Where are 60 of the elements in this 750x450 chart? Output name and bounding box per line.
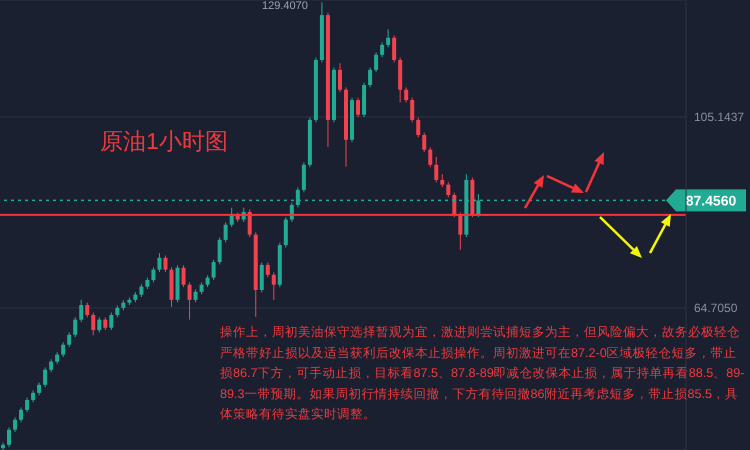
candlestick <box>85 302 90 318</box>
y-tick-label: 105.1437 <box>694 110 744 124</box>
candlestick <box>55 352 60 365</box>
candlestick <box>49 358 54 373</box>
candlestick <box>43 366 48 388</box>
candlestick <box>67 332 72 348</box>
candlestick <box>422 132 426 153</box>
candlestick <box>79 299 84 323</box>
candlestick <box>73 316 78 338</box>
candlestick <box>458 212 462 250</box>
candlestick <box>386 28 390 48</box>
annotation: 操作上，周初美油保守选择暂观为宜，激进则尝试捕短多为主，但风险偏大，故务必极轻仓严格带好止损以及适当获利后改保本止损操作。周初激进可在87.2-0区域极轻仓短多，带止损86.7下方，可手动止损，目标看87.5、87.8-89即减仓改保本止损，属于持单再看88.5、89-89.3一带预期。如果周初行情持续回撤，下方有待回撤86附近再考虑短多，带止损85.5，具体策略有待实盘实时调整。 <box>220 324 746 423</box>
candlestick <box>7 426 12 448</box>
candlestick <box>25 397 30 413</box>
candlestick <box>200 282 204 295</box>
candlestick <box>440 174 444 188</box>
candlestick <box>338 62 342 93</box>
candlestick <box>103 316 108 331</box>
candlestick <box>434 156 438 183</box>
candlestick <box>206 274 210 288</box>
candlestick <box>145 277 150 290</box>
annotation: 129.4070 <box>262 0 308 12</box>
candlestick <box>374 52 378 73</box>
candlestick <box>115 305 120 318</box>
candlestick <box>272 272 276 300</box>
candlestick <box>410 97 414 123</box>
candlestick <box>188 282 192 320</box>
candlestick <box>356 97 360 118</box>
candlestick <box>380 42 384 58</box>
candlestick <box>404 86 408 103</box>
candlestick <box>428 146 432 168</box>
candlestick <box>248 209 252 238</box>
candlestick <box>139 284 144 298</box>
candlestick <box>392 34 396 63</box>
candlestick <box>230 207 234 228</box>
candlestick <box>416 117 420 138</box>
ref-line-label: 87.4560 <box>686 192 737 208</box>
candlestick <box>133 292 138 303</box>
candlestick <box>13 416 18 433</box>
candlestick <box>61 342 66 358</box>
candlestick <box>91 312 96 336</box>
candlestick <box>368 67 372 88</box>
candlestick <box>31 390 36 403</box>
candlestick <box>163 254 168 272</box>
text: 原油1小时图 <box>100 127 228 156</box>
candlestick <box>97 316 102 333</box>
candlestick <box>224 222 228 243</box>
candlestick <box>266 262 270 278</box>
candlestick <box>37 382 42 396</box>
candlestick <box>182 264 186 288</box>
candlestick <box>121 300 126 311</box>
candlestick <box>109 312 114 331</box>
candlestick <box>446 182 450 198</box>
candlestick <box>19 407 24 423</box>
candlestick <box>194 288 198 303</box>
candlestick <box>212 259 216 281</box>
y-tick-label: 64.7050 <box>694 301 738 316</box>
candlestick <box>157 252 162 272</box>
candlestick <box>151 266 156 283</box>
candlestick <box>218 237 222 265</box>
